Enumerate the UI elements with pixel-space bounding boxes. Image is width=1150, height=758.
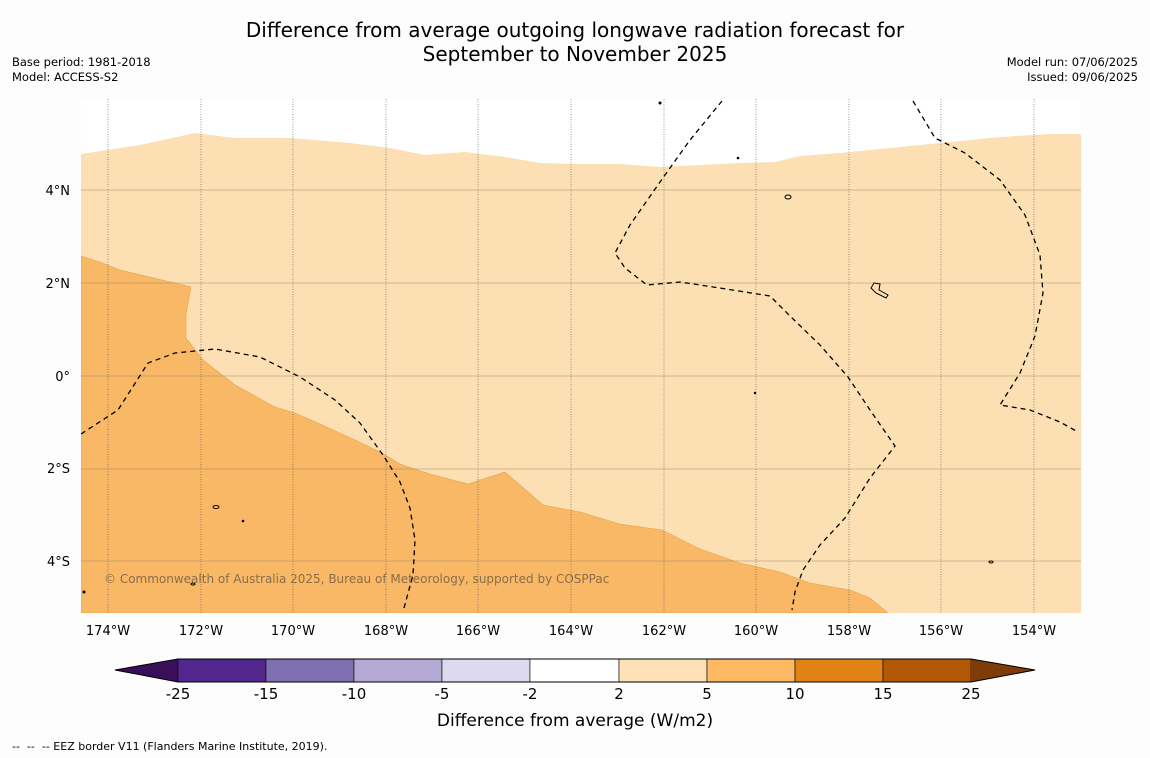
colorbar-segment: [706, 658, 796, 683]
y-tick-label: 4°N: [46, 184, 71, 199]
x-tick-label: 154°W: [1012, 624, 1056, 639]
copyright-text: © Commonwealth of Australia 2025, Bureau…: [104, 572, 609, 586]
island: [870, 282, 889, 299]
colorbar-tick-label: 10: [785, 685, 804, 703]
chart-title: Difference from average outgoing longwav…: [0, 18, 1150, 66]
colorbar-outline: [114, 658, 1036, 683]
island: [212, 505, 220, 509]
colorbar-segment: [353, 658, 443, 683]
x-tick-label: 156°W: [919, 624, 963, 639]
x-tick-label: 158°W: [827, 624, 871, 639]
title-line-2: September to November 2025: [422, 42, 728, 66]
island: [241, 519, 245, 523]
colorbar-extend-low: [115, 659, 178, 682]
island: [736, 156, 740, 160]
eez-border-west: [81, 348, 416, 609]
colorbar-tick-label: -10: [342, 685, 367, 703]
x-tick-label: 174°W: [86, 624, 130, 639]
colorbar: -25 -15 -10 -5 -2 2 5 10 15 25 Differenc…: [114, 658, 1036, 731]
x-tick-label: 166°W: [456, 624, 500, 639]
x-tick-label: 160°W: [734, 624, 778, 639]
meta-right: Model run: 07/06/2025 Issued: 09/06/2025: [1007, 55, 1138, 85]
x-tick-labels: 174°W 172°W 170°W 168°W 166°W 164°W 162°…: [86, 624, 1056, 639]
colorbar-tick-label: -15: [254, 685, 279, 703]
colorbar-tick-label: -2: [523, 685, 538, 703]
x-tick-label: 170°W: [271, 624, 315, 639]
colorbar-tick-label: 5: [702, 685, 712, 703]
colorbar-tick-label: 25: [961, 685, 980, 703]
island: [190, 582, 196, 586]
colorbar-ticks: -25 -15 -10 -5 -2 2 5 10 15 25: [166, 685, 981, 703]
eez-border-east: [912, 100, 1079, 433]
eez-border-central: [614, 100, 896, 611]
y-tick-label: 2°N: [46, 277, 71, 292]
y-tick-label: 2°S: [47, 462, 70, 477]
island: [988, 560, 994, 564]
y-tick-label: 4°S: [47, 555, 70, 570]
colorbar-segment: [882, 658, 972, 683]
gridlines: [81, 99, 1081, 613]
colorbar-tick-label: 15: [873, 685, 892, 703]
y-tick-labels: 4°N 2°N 0° 2°S 4°S: [46, 184, 71, 570]
colorbar-segment: [441, 658, 531, 683]
colorbar-tick-label: 2: [614, 685, 624, 703]
colorbar-segment: [265, 658, 355, 683]
colorbar-tick-label: -5: [435, 685, 450, 703]
colorbar-extend-high: [971, 659, 1035, 682]
island: [658, 101, 662, 105]
colorbar-tick-label: -25: [166, 685, 191, 703]
eez-footnote: -- -- -- EEZ border V11 (Flanders Marine…: [12, 740, 328, 753]
y-tick-label: 0°: [55, 370, 70, 385]
x-tick-label: 164°W: [549, 624, 593, 639]
title-line-1: Difference from average outgoing longwav…: [245, 18, 905, 42]
x-tick-label: 168°W: [364, 624, 408, 639]
issued-date: Issued: 09/06/2025: [1027, 70, 1138, 84]
x-tick-label: 162°W: [642, 624, 686, 639]
map-figure: © Commonwealth of Australia 2025, Bureau…: [46, 99, 1081, 731]
model-run: Model run: 07/06/2025: [1006, 55, 1138, 69]
colorbar-segment: [618, 658, 708, 683]
colorbar-label: Difference from average (W/m2): [437, 711, 713, 731]
base-period: Base period: 1981-2018: [12, 55, 151, 69]
island: [753, 391, 757, 395]
islands: [82, 101, 994, 594]
island: [784, 194, 792, 200]
map-area: © Commonwealth of Australia 2025, Bureau…: [81, 99, 1081, 613]
island: [82, 590, 86, 594]
mid-orange-region: [81, 255, 889, 613]
colorbar-segment: [794, 658, 884, 683]
meta-left: Base period: 1981-2018 Model: ACCESS-S2: [12, 55, 151, 85]
eez-borders: [81, 100, 1079, 611]
model-name: Model: ACCESS-S2: [12, 70, 119, 84]
x-tick-label: 172°W: [179, 624, 223, 639]
colorbar-segment: [529, 658, 620, 683]
colorbar-segment: [177, 658, 267, 683]
